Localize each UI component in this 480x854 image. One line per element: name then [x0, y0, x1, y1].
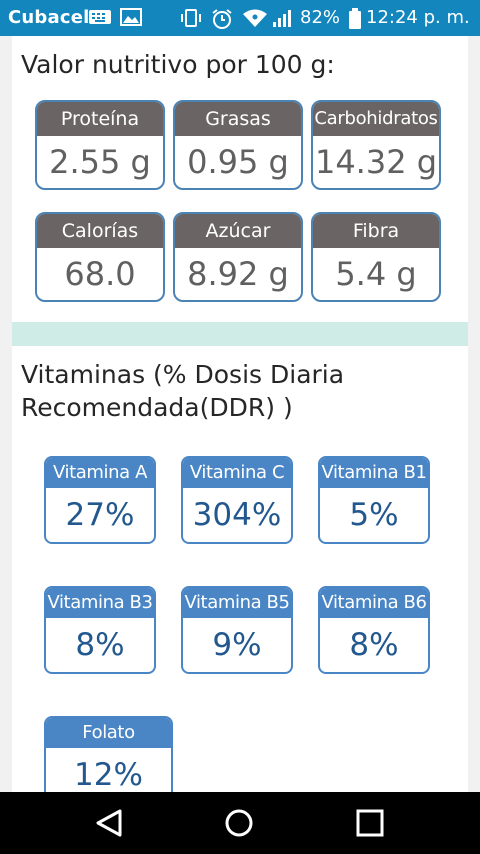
battery-percent: 82% [300, 7, 341, 28]
vitamin-label: Vitamina B6 [320, 588, 428, 618]
nutrient-label: Fibra [313, 214, 439, 248]
vitamin-value: 12% [74, 757, 143, 792]
vitamin-value: 8% [75, 627, 125, 663]
vitamin-value: 9% [212, 627, 262, 663]
vitamins-title-line2: Recomendada(DDR) ) [21, 393, 293, 422]
vitamin-label: Folato [46, 718, 171, 748]
vitamin-label: Vitamina B5 [183, 588, 291, 618]
nutrition-content[interactable]: Valor nutritivo por 100 g: Proteína 2.55… [12, 36, 468, 792]
nutrition-title: Valor nutritivo por 100 g: [21, 50, 335, 79]
vitamin-value: 304% [192, 497, 282, 533]
section-divider [12, 322, 468, 346]
vitamin-label: Vitamina B1 [320, 458, 428, 488]
nutrient-value: 14.32 g [314, 143, 438, 181]
vitamin-card-b1: Vitamina B1 5% [318, 456, 430, 544]
home-icon [225, 809, 253, 837]
vitamins-title-line1: Vitaminas (% Dosis Diaria [21, 360, 345, 389]
back-button[interactable] [69, 792, 149, 854]
nutrient-label: Calorías [37, 214, 163, 248]
back-icon [96, 809, 122, 837]
nutrient-value: 8.92 g [187, 255, 289, 293]
vitamin-card-folate: Folato 12% [44, 716, 173, 792]
clock: 12:24 p. m. [366, 7, 470, 28]
nutrient-label: Proteína [37, 102, 163, 136]
battery-icon [348, 8, 362, 34]
nutrient-card-sugar: Azúcar 8.92 g [173, 212, 303, 302]
nutrient-value: 68.0 [64, 255, 136, 293]
nutrient-label: Grasas [175, 102, 301, 136]
home-button[interactable] [199, 792, 279, 854]
navigation-bar [0, 792, 480, 854]
nutrient-card-calories: Calorías 68.0 [35, 212, 165, 302]
vitamin-label: Vitamina C [183, 458, 291, 488]
vitamin-card-b3: Vitamina B3 8% [44, 586, 156, 674]
nutrient-card-fiber: Fibra 5.4 g [311, 212, 441, 302]
keyboard-icon [88, 8, 112, 30]
vitamin-value: 27% [65, 497, 135, 533]
status-bar: Cubacel 82% 12:24 p. m. [0, 0, 480, 36]
vitamin-card-b5: Vitamina B5 9% [181, 586, 293, 674]
nutrient-card-carbs: Carbohidratos 14.32 g [311, 100, 441, 190]
nutrient-value: 0.95 g [187, 143, 289, 181]
vitamin-card-a: Vitamina A 27% [44, 456, 156, 544]
alarm-icon [210, 8, 234, 34]
vitamin-label: Vitamina B3 [46, 588, 154, 618]
vibrate-icon [178, 8, 204, 32]
vitamin-card-b6: Vitamina B6 8% [318, 586, 430, 674]
recents-icon [356, 809, 384, 837]
nutrient-label: Carbohidratos [313, 102, 439, 136]
nutrient-label: Azúcar [175, 214, 301, 248]
vitamin-label: Vitamina A [46, 458, 154, 488]
image-icon [120, 8, 142, 30]
vitamin-value: 8% [349, 627, 399, 663]
vitamin-value: 5% [349, 497, 399, 533]
carrier-name: Cubacel [8, 7, 90, 28]
recents-button[interactable] [330, 792, 410, 854]
nutrient-card-protein: Proteína 2.55 g [35, 100, 165, 190]
vitamins-title: Vitaminas (% Dosis Diaria Recomendada(DD… [21, 358, 344, 424]
nutrient-value: 2.55 g [49, 143, 151, 181]
nutrient-value: 5.4 g [335, 255, 417, 293]
nutrient-card-fat: Grasas 0.95 g [173, 100, 303, 190]
wifi-icon [242, 8, 268, 32]
vitamin-card-c: Vitamina C 304% [181, 456, 293, 544]
signal-icon [272, 8, 294, 32]
